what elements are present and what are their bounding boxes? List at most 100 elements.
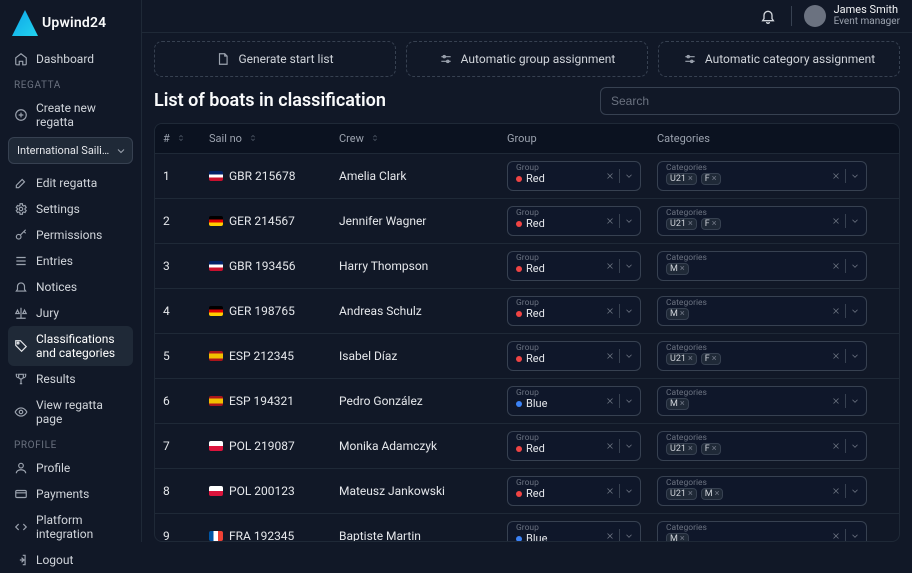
chevron-down-icon[interactable] [848,169,862,183]
clear-icon[interactable] [603,349,617,363]
auto-category-assignment-button[interactable]: Automatic category assignment [658,41,900,77]
group-select[interactable]: Group Blue [507,386,641,416]
sidebar-item-create-regatta[interactable]: Create new regatta [8,95,133,135]
sidebar-item-integration[interactable]: Platform integration [8,507,133,547]
remove-tag-icon[interactable]: × [680,264,685,274]
chevron-down-icon[interactable] [848,214,862,228]
sidebar-item-classifications[interactable]: Classifications and categories [8,326,133,366]
chevron-down-icon[interactable] [848,439,862,453]
sidebar-item-label: Results [36,372,76,386]
clear-icon[interactable] [829,169,843,183]
chevron-down-icon[interactable] [622,394,636,408]
categories-select[interactable]: Categories M× [657,251,867,281]
remove-tag-icon[interactable]: × [712,354,717,364]
group-select[interactable]: Group Red [507,431,641,461]
group-select[interactable]: Group Red [507,476,641,506]
clear-icon[interactable] [829,259,843,273]
clear-icon[interactable] [829,484,843,498]
clear-icon[interactable] [603,394,617,408]
categories-select[interactable]: Categories U21×M× [657,476,867,506]
chevron-down-icon[interactable] [848,484,862,498]
chevron-down-icon[interactable] [622,349,636,363]
remove-tag-icon[interactable]: × [688,444,693,454]
categories-select[interactable]: Categories M× [657,386,867,416]
chevron-down-icon[interactable] [848,304,862,318]
col-sail-no[interactable]: Sail no [201,124,331,153]
clear-icon[interactable] [829,529,843,541]
sidebar-item-settings[interactable]: Settings [8,196,133,222]
clear-icon[interactable] [829,394,843,408]
chevron-down-icon[interactable] [622,439,636,453]
chevron-down-icon[interactable] [848,529,862,541]
logo[interactable]: Upwind24 [8,6,133,46]
cell-group: Group Red [499,154,649,198]
categories-select[interactable]: Categories U21×F× [657,161,867,191]
sidebar-item-view-page[interactable]: View regatta page [8,392,133,432]
remove-tag-icon[interactable]: × [715,489,720,499]
table-row: 1 GBR 215678 Amelia Clark Group Red Cate… [155,154,899,199]
sidebar-item-logout[interactable]: Logout [8,547,133,573]
clear-icon[interactable] [829,349,843,363]
categories-select[interactable]: Categories U21×F× [657,341,867,371]
clear-icon[interactable] [603,529,617,541]
categories-select[interactable]: Categories U21×F× [657,206,867,236]
clear-icon[interactable] [603,169,617,183]
remove-tag-icon[interactable]: × [712,219,717,229]
remove-tag-icon[interactable]: × [688,489,693,499]
group-select[interactable]: Group Red [507,161,641,191]
sidebar-item-entries[interactable]: Entries [8,248,133,274]
group-select[interactable]: Group Red [507,206,641,236]
sidebar-item-edit-regatta[interactable]: Edit regatta [8,170,133,196]
chevron-down-icon[interactable] [622,529,636,541]
chevron-down-icon[interactable] [622,214,636,228]
chevron-down-icon[interactable] [848,259,862,273]
categories-select[interactable]: Categories M× [657,521,867,541]
sidebar-item-results[interactable]: Results [8,366,133,392]
clear-icon[interactable] [829,439,843,453]
clear-icon[interactable] [603,484,617,498]
clear-icon[interactable] [603,214,617,228]
category-tag: F× [701,173,721,185]
chevron-down-icon[interactable] [622,169,636,183]
group-color-dot [516,266,522,272]
clear-icon[interactable] [829,304,843,318]
remove-tag-icon[interactable]: × [688,174,693,184]
sidebar-item-notices[interactable]: Notices [8,274,133,300]
sidebar-item-dashboard[interactable]: Dashboard [8,46,133,72]
topbar: James Smith Event manager [142,0,912,33]
categories-select[interactable]: Categories U21×F× [657,431,867,461]
clear-icon[interactable] [603,304,617,318]
chevron-down-icon[interactable] [622,304,636,318]
remove-tag-icon[interactable]: × [680,534,685,541]
notifications-button[interactable] [757,5,779,27]
group-select[interactable]: Group Red [507,251,641,281]
sidebar-item-payments[interactable]: Payments [8,481,133,507]
remove-tag-icon[interactable]: × [712,444,717,454]
sidebar-item-jury[interactable]: Jury [8,300,133,326]
remove-tag-icon[interactable]: × [680,309,685,319]
generate-start-list-button[interactable]: Generate start list [154,41,396,77]
regatta-select[interactable]: International Sailing Meeting 2024 [8,137,133,164]
clear-icon[interactable] [603,439,617,453]
remove-tag-icon[interactable]: × [680,399,685,409]
group-select[interactable]: Group Red [507,296,641,326]
remove-tag-icon[interactable]: × [688,354,693,364]
chevron-down-icon[interactable] [848,349,862,363]
search-input[interactable] [600,87,900,115]
sidebar-item-profile[interactable]: Profile [8,455,133,481]
clear-icon[interactable] [829,214,843,228]
chevron-down-icon[interactable] [622,484,636,498]
sidebar-item-permissions[interactable]: Permissions [8,222,133,248]
group-select[interactable]: Group Red [507,341,641,371]
group-select[interactable]: Group Blue [507,521,641,541]
remove-tag-icon[interactable]: × [688,219,693,229]
chevron-down-icon[interactable] [622,259,636,273]
auto-group-assignment-button[interactable]: Automatic group assignment [406,41,648,77]
remove-tag-icon[interactable]: × [712,174,717,184]
categories-select[interactable]: Categories M× [657,296,867,326]
col-index[interactable]: # [155,124,201,153]
clear-icon[interactable] [603,259,617,273]
chevron-down-icon[interactable] [848,394,862,408]
col-crew[interactable]: Crew [331,124,499,153]
user-menu[interactable]: James Smith Event manager [804,4,900,27]
